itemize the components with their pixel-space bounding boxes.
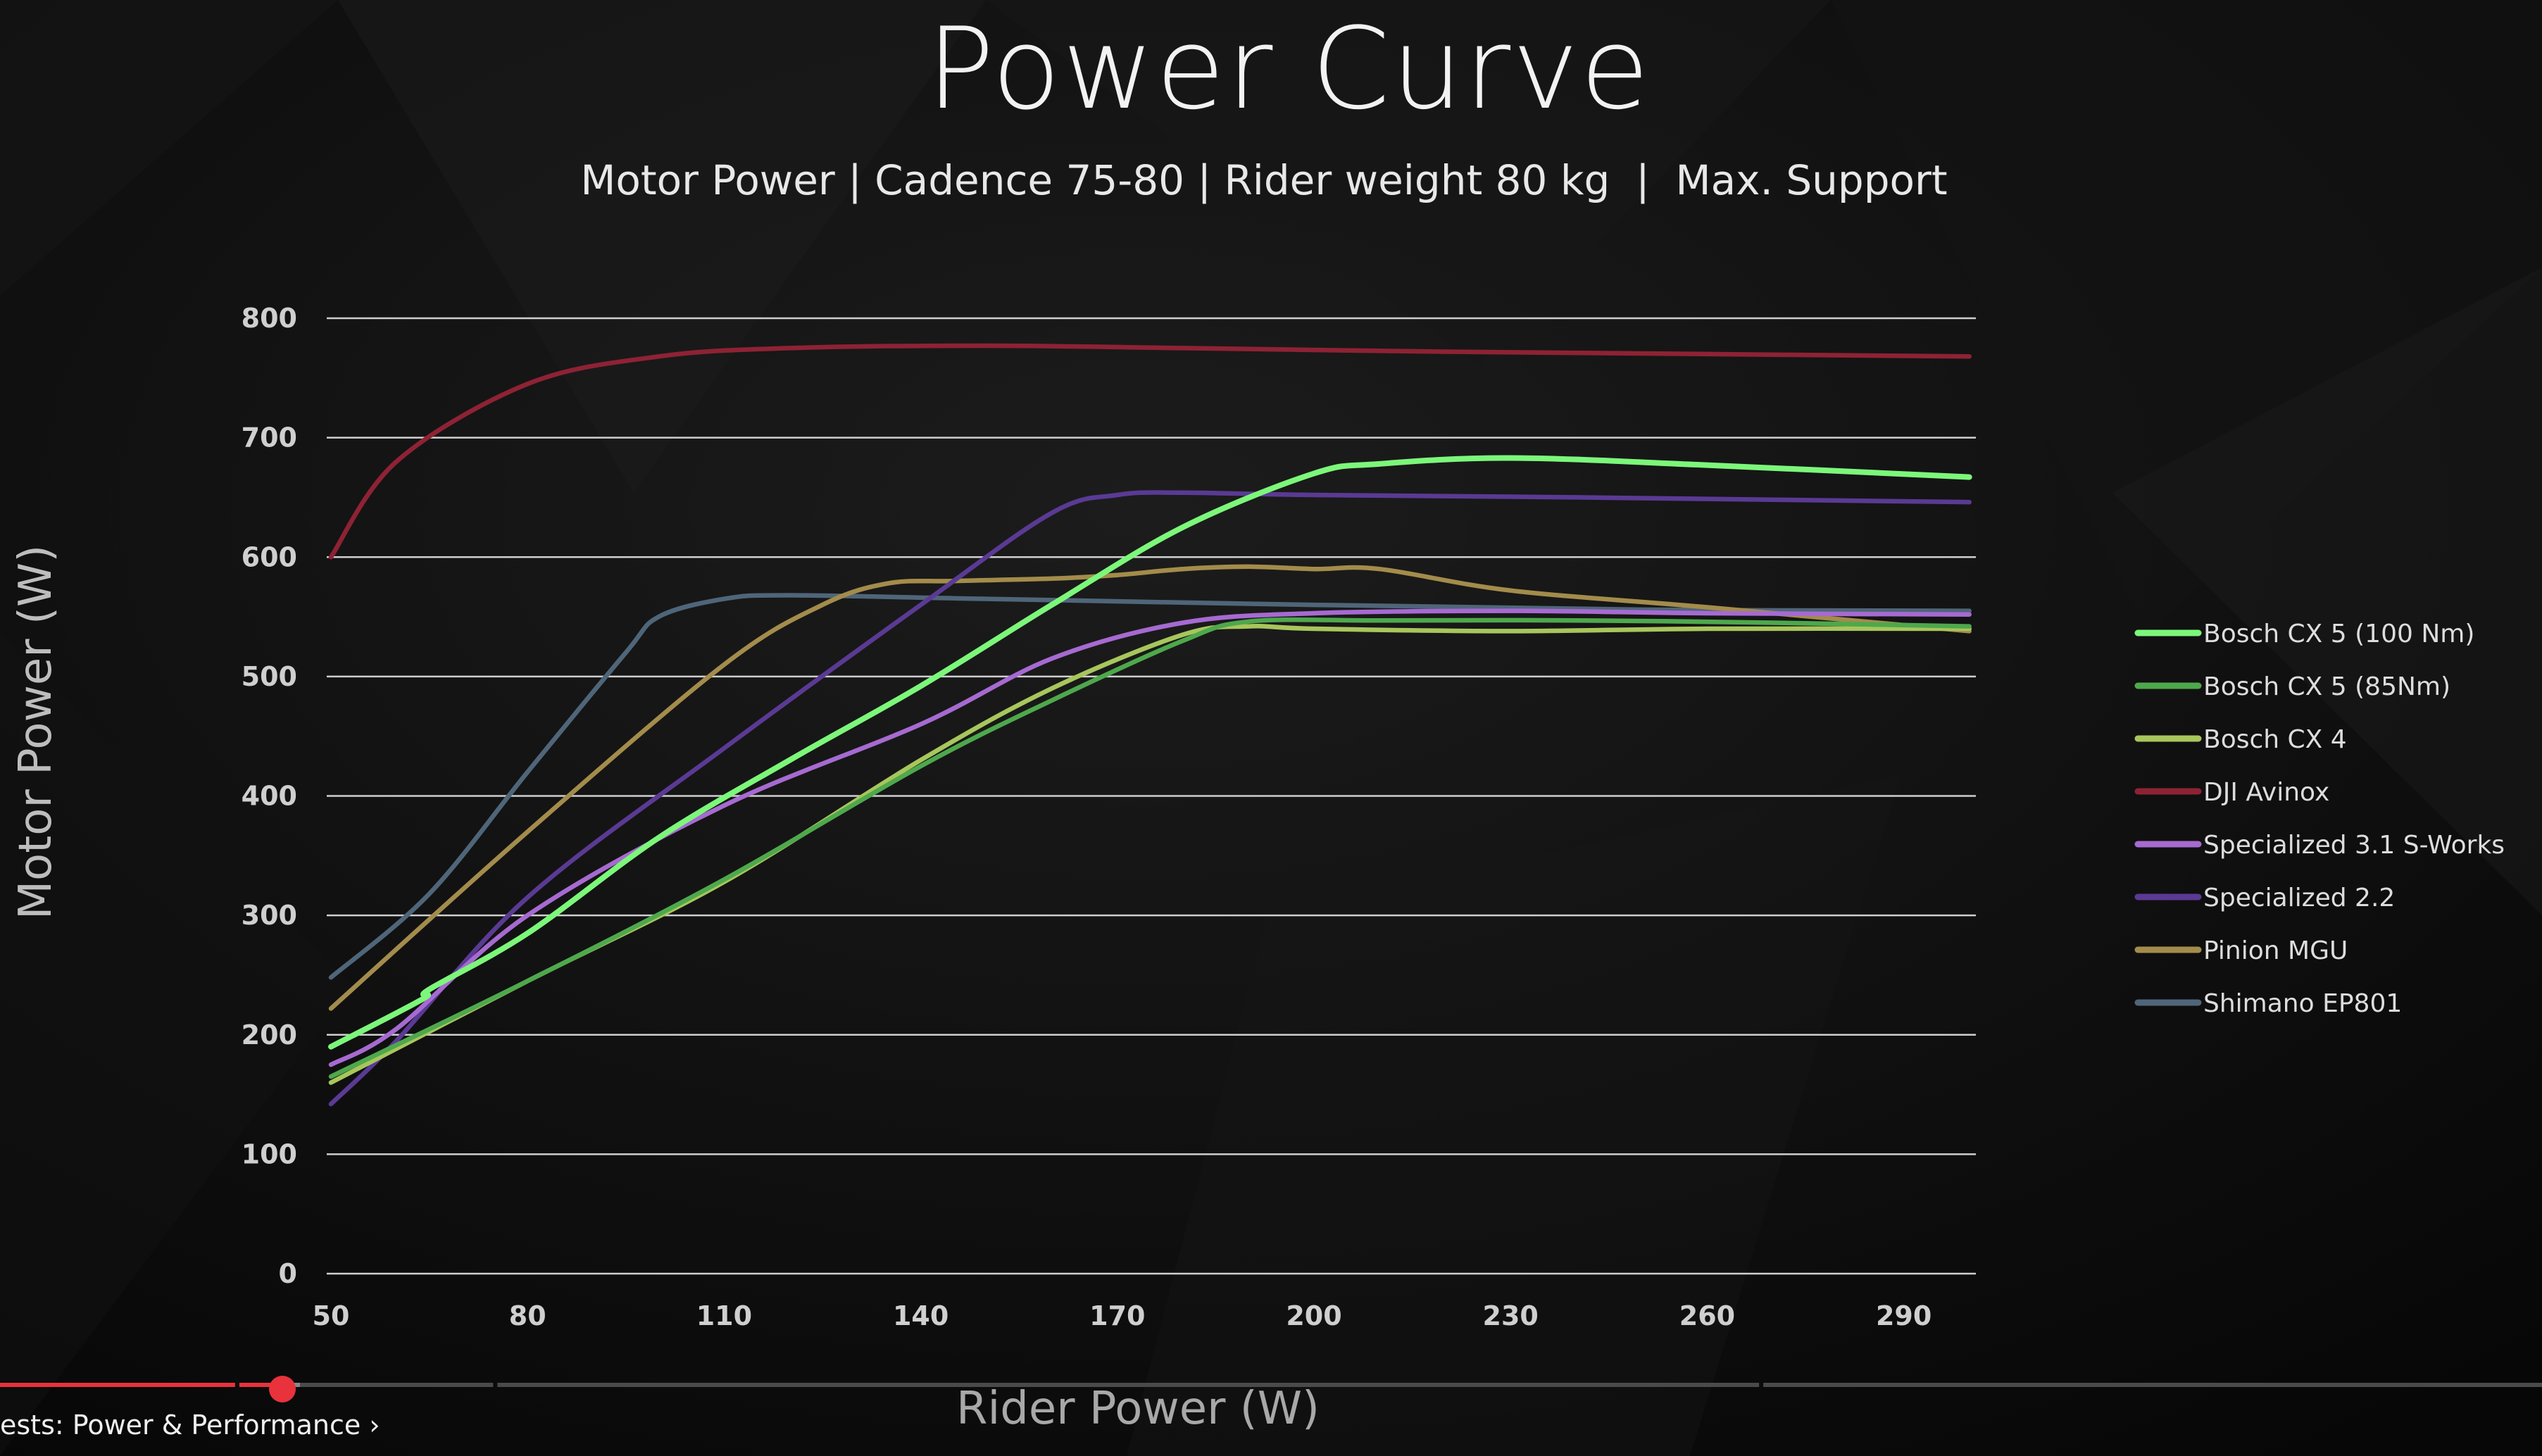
- grid-lines: [327, 317, 1976, 1275]
- x-tick-label: 50: [313, 1300, 350, 1331]
- y-axis-ticks: 0 100 200 300 400 500 600 700 800: [242, 303, 297, 1289]
- series-line-pinion-mgu: [328, 564, 1972, 1011]
- x-tick-label: 290: [1876, 1300, 1931, 1331]
- x-tick-label: 80: [509, 1300, 546, 1331]
- page-title: Power Curve: [926, 3, 1651, 134]
- series-lines: [328, 343, 1972, 1107]
- x-tick-label: 200: [1286, 1300, 1341, 1331]
- chapter-break: [1759, 1380, 1764, 1390]
- series-line-specialized-3-1-s-works: [328, 608, 1972, 1067]
- progress-played: [0, 1383, 282, 1387]
- legend-label: Specialized 3.1 S-Works: [2203, 831, 2505, 860]
- legend-label: Bosch CX 5 (100 Nm): [2203, 620, 2474, 648]
- series-line-shimano-ep801: [328, 593, 1972, 980]
- series-line-bosch-cx-5-100-nm: [328, 455, 1972, 1050]
- y-tick-label: 500: [242, 661, 297, 692]
- series-line-specialized-2-2: [328, 490, 1972, 1107]
- x-tick-label: 170: [1089, 1300, 1145, 1331]
- series-line-bosch-cx-5-85nm: [328, 617, 1972, 1079]
- legend: Bosch CX 5 (100 Nm) Bosch CX 5 (85Nm) Bosc…: [2134, 620, 2505, 1018]
- x-axis-label: Rider Power (W): [956, 1383, 1320, 1435]
- chapter-title-link[interactable]: ests: Power & Performance ›: [0, 1410, 380, 1441]
- y-tick-label: 400: [242, 781, 297, 812]
- x-tick-label: 260: [1679, 1300, 1735, 1331]
- legend-label: Specialized 2.2: [2203, 884, 2395, 912]
- y-tick-label: 0: [279, 1258, 297, 1289]
- y-tick-label: 200: [242, 1019, 297, 1050]
- y-axis-label: Motor Power (W): [10, 545, 62, 920]
- legend-label: Bosch CX 4: [2203, 725, 2347, 754]
- legend-label: DJI Avinox: [2203, 778, 2329, 807]
- page-subtitle: Motor Power | Cadence 75-80 | Rider weig…: [580, 156, 1948, 204]
- y-tick-label: 800: [242, 303, 297, 334]
- chapter-break: [493, 1380, 498, 1390]
- y-tick-label: 700: [242, 422, 297, 453]
- video-progress-bar[interactable]: [0, 1380, 2542, 1390]
- y-tick-label: 300: [242, 900, 297, 931]
- x-tick-label: 140: [893, 1300, 948, 1331]
- legend-label: Bosch CX 5 (85Nm): [2203, 672, 2450, 701]
- progress-track[interactable]: [0, 1383, 2542, 1387]
- series-line-dji-avinox: [328, 343, 1972, 560]
- chapter-breaks: [234, 1380, 1764, 1390]
- x-tick-label: 110: [696, 1300, 752, 1331]
- y-tick-label: 600: [242, 541, 297, 572]
- chapter-break: [234, 1380, 239, 1390]
- y-tick-label: 100: [242, 1138, 297, 1169]
- x-axis-ticks: 50 80 110 140 170 200 230 260 290: [313, 1300, 1932, 1331]
- scrubber-handle[interactable]: [267, 1374, 298, 1405]
- legend-label: Pinion MGU: [2203, 936, 2348, 965]
- legend-label: Shimano EP801: [2203, 989, 2402, 1018]
- x-tick-label: 230: [1483, 1300, 1539, 1331]
